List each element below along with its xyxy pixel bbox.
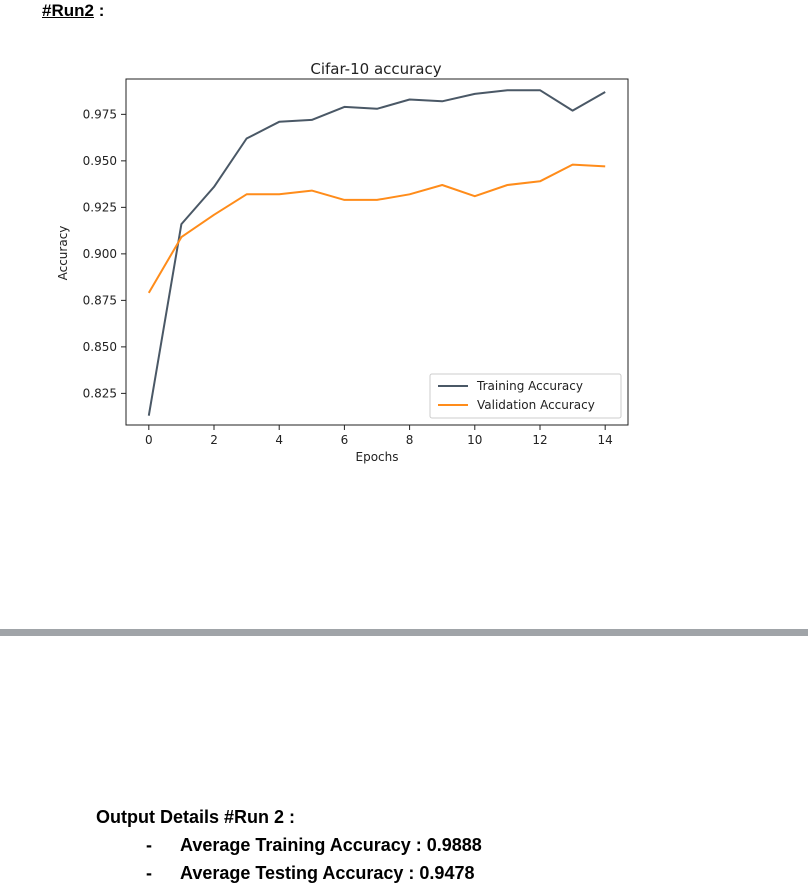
y-tick-label: 0.875 bbox=[83, 293, 117, 307]
x-axis-label: Epochs bbox=[356, 450, 399, 464]
run-heading: #Run2 : bbox=[42, 1, 104, 21]
y-axis-label: Accuracy bbox=[56, 226, 70, 281]
legend-box bbox=[429, 373, 622, 419]
y-tick-label: 0.900 bbox=[83, 247, 117, 261]
x-tick-label: 14 bbox=[598, 433, 613, 447]
x-tick-label: 6 bbox=[341, 433, 349, 447]
y-tick-label: 0.825 bbox=[83, 386, 117, 400]
section-divider bbox=[0, 629, 808, 636]
validation-accuracy-line bbox=[147, 163, 606, 294]
training-accuracy-text: Average Training Accuracy : 0.9888 bbox=[180, 835, 482, 855]
legend-label-training: Training Accuracy bbox=[476, 379, 583, 393]
y-tick-label: 0.925 bbox=[83, 200, 117, 214]
x-tick-label: 4 bbox=[275, 433, 283, 447]
training-accuracy-line bbox=[147, 89, 606, 416]
x-tick-label: 0 bbox=[145, 433, 153, 447]
chart-legend: Training Accuracy Validation Accuracy bbox=[429, 373, 622, 419]
plot-area bbox=[125, 78, 629, 426]
y-tick-label: 0.850 bbox=[83, 340, 117, 354]
y-tick-label: 0.950 bbox=[83, 154, 117, 168]
run-label: #Run2 bbox=[42, 1, 94, 20]
x-tick-label: 2 bbox=[210, 433, 218, 447]
legend-label-validation: Validation Accuracy bbox=[477, 398, 595, 412]
x-tick-label: 8 bbox=[406, 433, 414, 447]
bullet-dash: - bbox=[146, 863, 152, 883]
x-tick-label: 10 bbox=[467, 433, 482, 447]
bullet-dash: - bbox=[146, 835, 152, 855]
output-details-title: Output Details #Run 2 : bbox=[96, 807, 296, 827]
list-item: - Average Testing Accuracy : 0.9478 bbox=[96, 859, 482, 887]
x-tick-label: 12 bbox=[532, 433, 547, 447]
output-details: Output Details #Run 2 : - Average Traini… bbox=[96, 803, 482, 887]
list-item: - Average Training Accuracy : 0.9888 bbox=[96, 831, 482, 859]
y-tick-label: 0.975 bbox=[83, 107, 117, 121]
accuracy-chart: Cifar-10 accuracy 0 2 4 6 8 10 12 14 0.825 0.850… bbox=[56, 60, 629, 464]
chart-title: Cifar-10 accuracy bbox=[310, 60, 441, 78]
run-heading-suffix: : bbox=[93, 1, 105, 20]
testing-accuracy-text: Average Testing Accuracy : 0.9478 bbox=[180, 863, 475, 883]
